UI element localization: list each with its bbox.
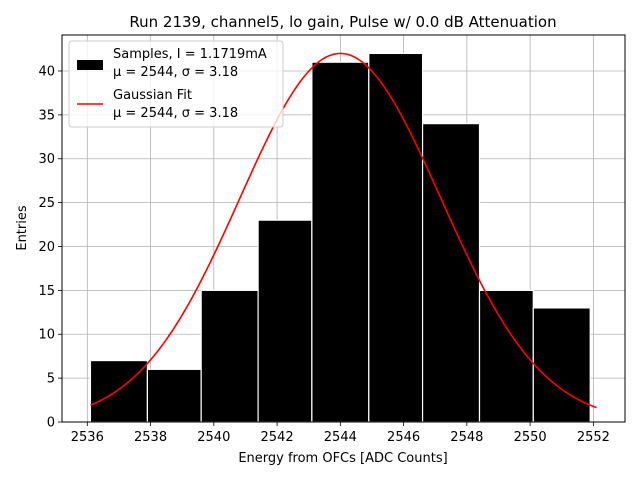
x-axis-ticks: 2536 2538 2540 2542 2544 2546 2548 2550 2552 [71,422,610,445]
y-tick-label: 30 [38,152,55,167]
x-tick-label: 2544 [324,430,357,445]
x-tick-label: 2546 [387,430,420,445]
y-tick-label: 20 [38,240,55,255]
histogram-bars [89,52,591,423]
gaussian-fit-curve [90,52,597,409]
y-tick-label: 5 [47,372,55,387]
y-tick-label: 25 [38,196,55,211]
y-axis-ticks: 0 5 10 15 20 25 30 35 40 [38,64,62,431]
legend: Samples, I = 1.1719mA μ = 2544, σ = 3.18… [68,40,284,128]
x-tick-label: 2552 [577,430,610,445]
histogram-bar [89,359,148,423]
x-tick-label: 2542 [261,430,294,445]
legend-samples-stats: μ = 2544, σ = 3.18 [113,65,238,80]
histogram-bar [478,289,534,423]
y-axis-label: Entries [15,205,30,251]
legend-fit-stats: μ = 2544, σ = 3.18 [113,106,238,121]
histogram-bar [368,52,424,423]
chart-title: Run 2139, channel5, lo gain, Pulse w/ 0.… [129,13,556,31]
legend-fit-label: Gaussian Fit [113,88,192,103]
legend-samples-label: Samples, I = 1.1719mA [113,47,267,62]
plot-frame [61,34,626,423]
y-tick-label: 35 [38,108,55,123]
gaussian-fit [90,52,597,409]
histogram-bar [146,368,202,423]
y-tick-label: 15 [38,284,55,299]
x-tick-label: 2536 [71,430,104,445]
y-tick-label: 40 [38,64,55,79]
histogram-bar [311,61,370,423]
x-tick-label: 2548 [450,430,483,445]
legend-samples-swatch [77,60,103,70]
x-tick-label: 2538 [134,430,167,445]
x-tick-label: 2540 [197,430,230,445]
x-tick-label: 2550 [514,430,547,445]
legend-box [68,40,284,128]
histogram-bar [200,289,259,423]
y-tick-label: 10 [38,328,55,343]
histogram-bar [257,219,313,423]
x-axis-label: Energy from OFCs [ADC Counts] [238,451,447,466]
histogram-bar [532,307,591,423]
y-tick-label: 0 [47,416,55,431]
histogram-bar [421,123,481,423]
